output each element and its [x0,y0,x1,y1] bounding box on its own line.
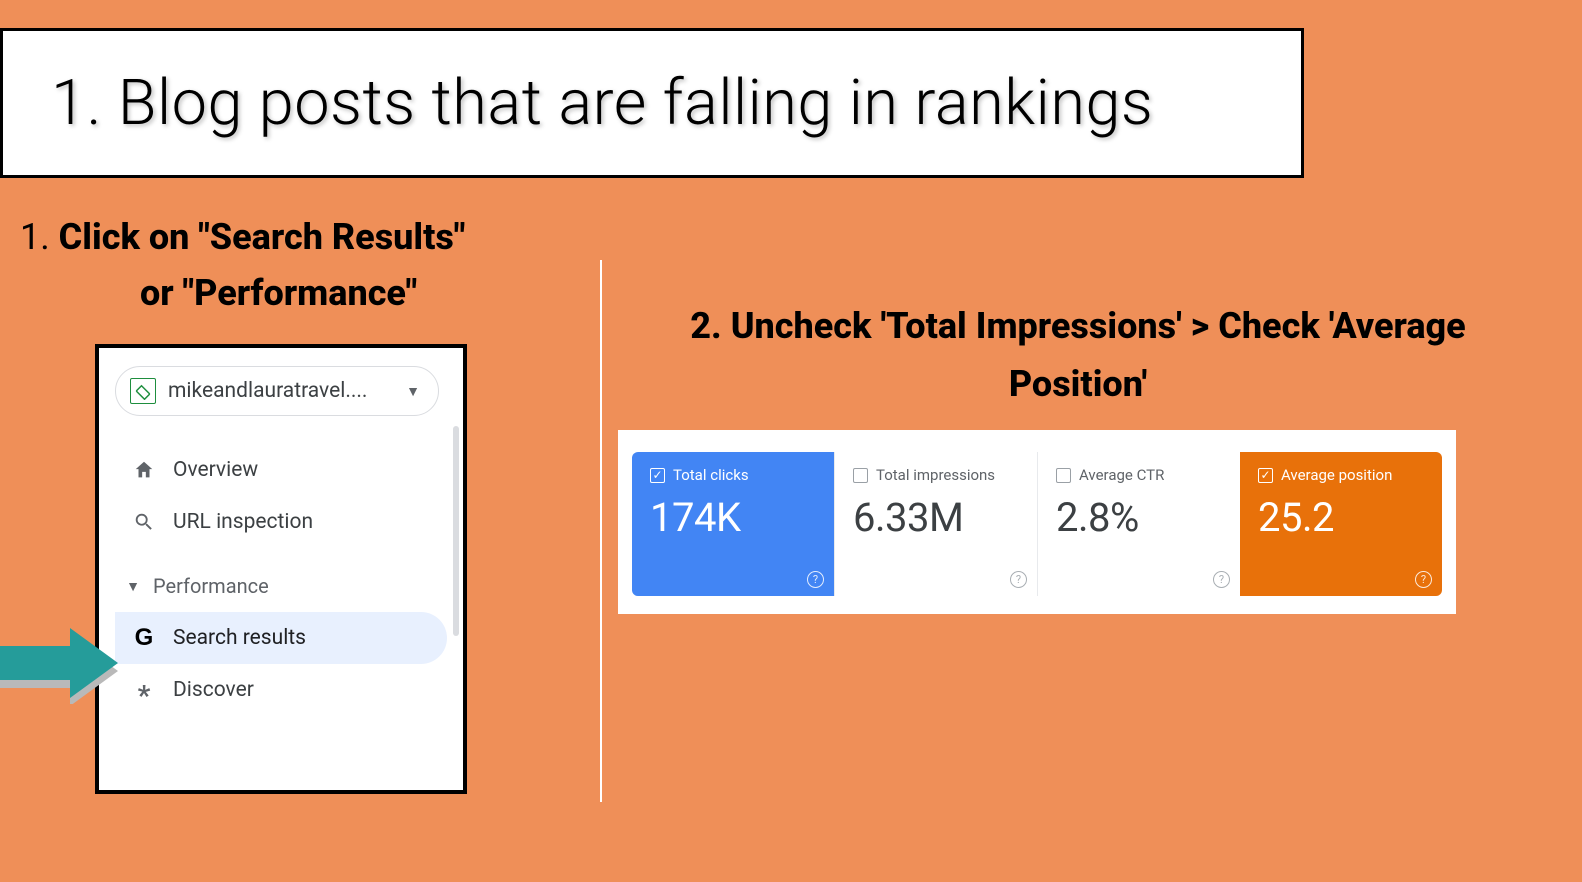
card-value: 6.33M [853,494,1023,541]
sidebar-item-discover[interactable]: * Discover [115,664,447,716]
card-average-ctr[interactable]: Average CTR 2.8% ? [1037,452,1240,596]
sidebar-scrollbar[interactable] [453,426,459,636]
checkbox-icon [650,468,665,483]
card-label: Total impressions [876,466,995,484]
sidebar-item-search-results[interactable]: G Search results [115,612,447,664]
checkbox-icon [1056,468,1071,483]
search-icon [129,511,159,533]
step1-line1: Click on "Search Results" [59,216,466,258]
discover-icon: * [129,678,159,701]
card-total-impressions[interactable]: Total impressions 6.33M ? [834,452,1037,596]
card-label: Average position [1281,466,1392,484]
card-value: 25.2 [1258,494,1428,541]
sidebar-item-label: URL inspection [173,510,313,534]
chevron-down-icon: ▼ [123,578,143,595]
sidebar-item-overview[interactable]: Overview [115,444,447,496]
slide-title: 1. Blog posts that are falling in rankin… [51,67,1153,140]
performance-summary-cards: Total clicks 174K ? Total impressions 6.… [618,430,1456,614]
help-icon[interactable]: ? [1010,571,1027,588]
help-icon[interactable]: ? [1415,571,1432,588]
help-icon[interactable]: ? [1213,571,1230,588]
card-label: Total clicks [673,466,749,484]
sidebar-item-url-inspection[interactable]: URL inspection [115,496,447,548]
sidebar-item-label: Overview [173,458,258,482]
sidebar-item-label: Search results [173,626,306,650]
vertical-divider [600,260,602,802]
card-average-position[interactable]: Average position 25.2 ? [1240,452,1442,596]
sidebar-section-performance[interactable]: ▼ Performance [115,566,453,606]
card-total-clicks[interactable]: Total clicks 174K ? [632,452,834,596]
help-icon[interactable]: ? [807,571,824,588]
step1-label: 1. Click on "Search Results" or "Perform… [20,210,560,322]
checkbox-icon [1258,468,1273,483]
google-g-icon: G [129,624,159,652]
slide-title-bar: 1. Blog posts that are falling in rankin… [0,28,1304,178]
site-selector[interactable]: mikeandlauratravel.... ▼ [115,366,439,416]
checkbox-icon [853,468,868,483]
step2-label: 2. Uncheck 'Total Impressions' > Check '… [618,298,1538,413]
home-icon [129,459,159,481]
sidebar-nav: Overview URL inspection ▼ Performance G … [115,444,453,716]
card-value: 2.8% [1056,494,1226,541]
sidebar-item-label: Discover [173,678,254,702]
card-value: 174K [650,494,820,541]
search-console-sidebar: mikeandlauratravel.... ▼ Overview URL in… [95,344,467,794]
card-label: Average CTR [1079,466,1164,484]
step1-number: 1. [20,216,50,258]
step1-line2: or "Performance" [140,266,560,322]
site-name: mikeandlauratravel.... [168,379,406,403]
site-favicon [130,378,156,404]
sidebar-section-label: Performance [153,574,269,598]
dropdown-icon: ▼ [406,383,420,400]
